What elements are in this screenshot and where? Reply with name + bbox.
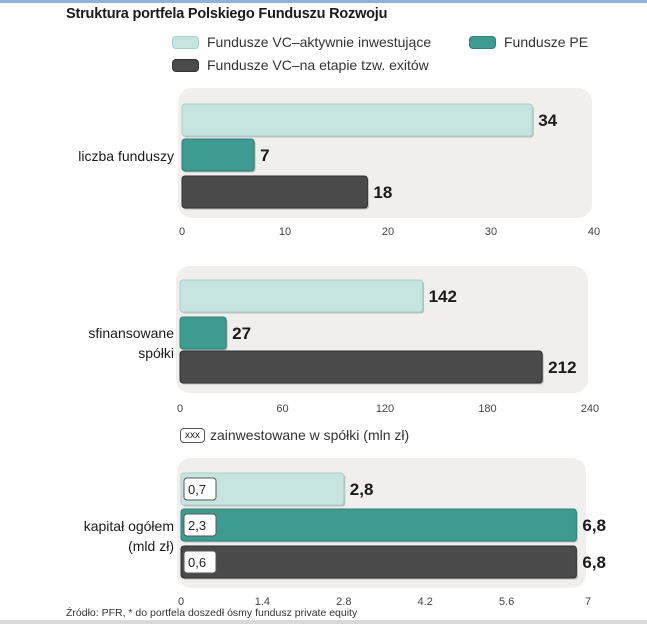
legend-item-vc-active: Fundusze VC–aktywnie inwestujące	[172, 34, 431, 50]
source-footer: Źródło: PFR, * do portfela doszedł ósmy …	[66, 607, 358, 619]
bar-pe	[179, 316, 227, 350]
tick-label: 1.4	[255, 596, 270, 608]
tick-label: 0	[177, 403, 183, 415]
invested-box	[183, 513, 217, 537]
value-label: 212	[548, 358, 576, 377]
tick-label: 120	[376, 403, 394, 415]
bar-vc-exit	[181, 175, 368, 209]
invested-box	[183, 550, 217, 574]
legend-swatch-icon	[469, 35, 496, 49]
group-label-sfinansowane-spolki: sfinansowane spółki	[20, 323, 174, 363]
value-label: 7	[260, 146, 269, 165]
tick-label: 4.2	[418, 596, 433, 608]
tick-label: 30	[485, 226, 497, 238]
legend-item-pe: Fundusze PE	[469, 34, 588, 50]
value-label: 6,8	[582, 553, 606, 572]
bottom-border	[0, 620, 647, 624]
legend-item-vc-exit: Fundusze VC–na etapie tzw. exitów	[172, 57, 429, 73]
value-label: 6,8	[582, 516, 606, 535]
value-label: 34	[538, 111, 557, 130]
tick-label: 60	[276, 403, 288, 415]
tick-label: 240	[581, 403, 599, 415]
tick-label: 7	[585, 596, 591, 608]
legend-swatch-icon	[172, 58, 199, 72]
tick-label: 180	[478, 403, 496, 415]
bar-vc-exit	[179, 350, 543, 384]
value-label: 18	[373, 183, 392, 202]
legend-label: Fundusze VC–aktywnie inwestujące	[207, 34, 432, 50]
group-label-kapital-ogolem: kapitał ogółem (mld zł)	[20, 516, 174, 556]
invested-label: 2,3	[188, 518, 206, 533]
group-label-liczba-funduszy: liczba funduszy	[78, 148, 174, 164]
legend-label: Fundusze VC–na etapie tzw. exitów	[207, 57, 429, 73]
value-label: 2,8	[350, 480, 374, 499]
invested-box	[183, 477, 217, 501]
invested-note: xxx zainwestowane w spółki (mln zł)	[180, 427, 409, 443]
group-label-text: kapitał ogółem (mld zł)	[83, 518, 174, 554]
value-label: 142	[429, 287, 457, 306]
legend-label: Fundusze PE	[504, 34, 589, 50]
bar-pe	[180, 508, 577, 542]
tick-label: 0	[179, 226, 185, 238]
invested-note-box: xxx	[180, 427, 205, 443]
bar-vc-active	[181, 103, 533, 137]
value-label: 27	[232, 324, 251, 343]
invested-label: 0,6	[188, 555, 206, 570]
legend-swatch-icon	[172, 35, 199, 49]
invested-label: 0,7	[188, 482, 206, 497]
tick-label: 2.8	[336, 596, 351, 608]
bar-vc-exit	[180, 545, 577, 579]
group-label-text: sfinansowane spółki	[88, 325, 174, 361]
bar-pe	[181, 138, 255, 172]
tick-label: 20	[382, 226, 394, 238]
tick-label: 10	[279, 226, 291, 238]
bar-vc-active	[180, 472, 345, 506]
bar-vc-active	[179, 279, 424, 313]
tick-label: 40	[588, 226, 600, 238]
chart-title: Struktura portfela Polskiego Funduszu Ro…	[66, 6, 388, 22]
top-border	[0, 0, 647, 3]
tick-label: 5.6	[499, 596, 514, 608]
tick-label: 0	[178, 596, 184, 608]
invested-note-text: zainwestowane w spółki (mln zł)	[210, 427, 410, 443]
